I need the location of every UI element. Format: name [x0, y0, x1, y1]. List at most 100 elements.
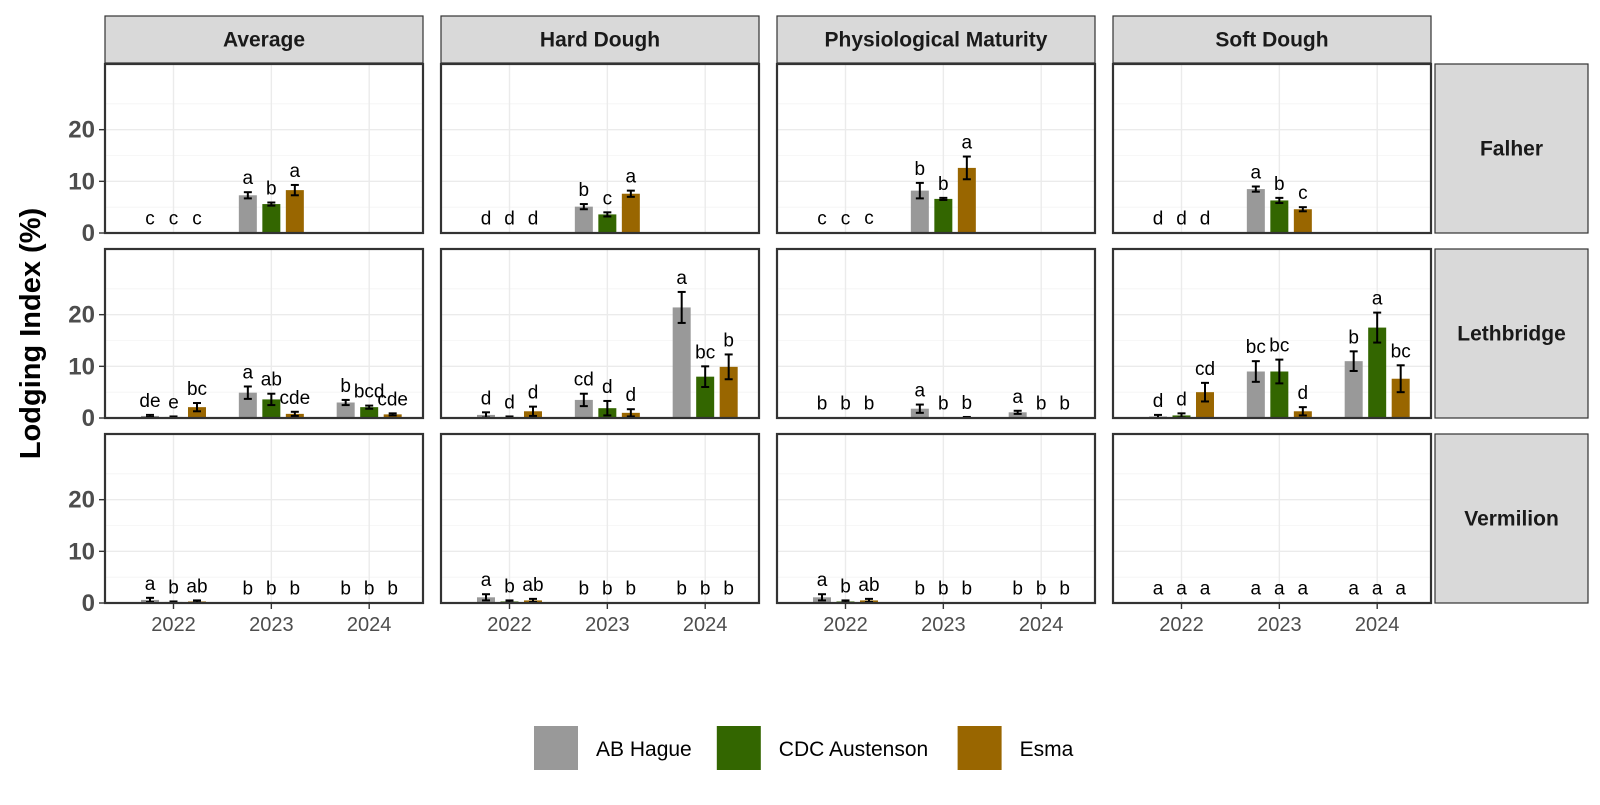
column-strip-label: Average — [223, 29, 305, 52]
significance-label: d — [481, 388, 492, 409]
significance-label: b — [915, 579, 926, 600]
column-strip-1 — [440, 15, 760, 64]
bar — [1391, 378, 1410, 418]
row-strip-0 — [1434, 63, 1589, 234]
significance-label: c — [817, 208, 827, 229]
y-tick-label: 10 — [68, 538, 95, 565]
significance-label: d — [504, 208, 515, 229]
significance-label: b — [387, 579, 398, 600]
significance-label: d — [504, 392, 515, 413]
bar — [574, 399, 593, 418]
significance-label: c — [841, 208, 851, 229]
x-tick-label: 2023 — [585, 614, 630, 636]
significance-label: b — [938, 579, 949, 600]
significance-label: d — [1298, 383, 1309, 404]
bar — [1344, 361, 1363, 418]
y-tick-label: 20 — [68, 302, 95, 329]
significance-label: b — [723, 579, 734, 600]
x-tick-label: 2024 — [683, 614, 728, 636]
bar — [187, 407, 206, 418]
significance-label: b — [962, 579, 973, 600]
bar — [262, 204, 281, 233]
panel-border — [103, 62, 425, 235]
significance-label: d — [602, 377, 613, 398]
significance-label: b — [626, 579, 637, 600]
panel-border — [439, 247, 761, 420]
significance-label: b — [340, 376, 351, 397]
legend-label: Esma — [1020, 738, 1074, 761]
bar — [1270, 371, 1289, 418]
panel-border — [1111, 432, 1433, 605]
row-strip-2 — [1434, 433, 1589, 604]
significance-label: c — [864, 208, 874, 229]
x-tick-label: 2024 — [1355, 614, 1400, 636]
significance-label: a — [481, 570, 492, 591]
significance-label: a — [1153, 579, 1164, 600]
x-tick-label: 2023 — [1257, 614, 1302, 636]
bar — [957, 167, 976, 233]
significance-label: cde — [377, 389, 408, 410]
significance-label: b — [364, 579, 375, 600]
significance-label: a — [817, 570, 828, 591]
significance-label: a — [1274, 579, 1285, 600]
significance-label: bc — [1269, 336, 1289, 357]
panel-falher-1: d d db ca — [439, 62, 761, 235]
panel-border — [103, 432, 425, 605]
significance-label: a — [1348, 579, 1359, 600]
bar — [672, 307, 691, 418]
significance-label: d — [626, 385, 637, 406]
significance-label: bc — [695, 342, 715, 363]
significance-label: d — [1176, 208, 1187, 229]
significance-label: c — [603, 188, 613, 209]
bar — [719, 366, 738, 418]
significance-label: a — [145, 574, 156, 595]
panel-border — [775, 62, 1097, 235]
column-strip-3 — [1112, 15, 1432, 64]
significance-label: ab — [261, 370, 282, 391]
significance-label: b — [579, 180, 590, 201]
bar — [360, 407, 379, 418]
significance-label: c — [169, 208, 179, 229]
significance-label: a — [1372, 579, 1383, 600]
bar — [1246, 189, 1265, 233]
column-strip-label: Soft Dough — [1215, 29, 1328, 52]
bar — [238, 392, 257, 418]
panel-lethbridge-2: b b bab b a b b — [775, 247, 1097, 420]
legend: AB Hague CDC Austenson Esma — [534, 726, 1074, 770]
bar — [1008, 412, 1027, 418]
bar — [574, 206, 593, 233]
y-tick-label: 20 — [68, 117, 95, 144]
bar — [1293, 209, 1312, 233]
significance-label: b — [602, 579, 613, 600]
significance-label: bc — [1246, 337, 1266, 358]
bar — [934, 198, 953, 233]
bar — [1368, 327, 1387, 418]
y-tick-label: 0 — [82, 405, 95, 432]
significance-label: b — [290, 579, 301, 600]
significance-label: a — [626, 167, 637, 188]
significance-label: a — [1298, 579, 1309, 600]
bar — [1270, 200, 1289, 233]
bar — [621, 193, 640, 233]
significance-label: b — [840, 393, 851, 414]
significance-label: bcd — [354, 382, 385, 403]
significance-label: a — [1251, 163, 1262, 184]
significance-label: bc — [1391, 341, 1411, 362]
significance-label: a — [1395, 579, 1406, 600]
x-tick-label: 2022 — [1159, 614, 1204, 636]
bar — [336, 402, 355, 418]
panel-vermilion-0: a b ab b b b b b b — [103, 432, 425, 605]
significance-label: d — [1176, 389, 1187, 410]
bar — [1195, 392, 1214, 418]
significance-label: b — [864, 393, 875, 414]
panel-border — [1111, 62, 1433, 235]
significance-label: b — [168, 577, 179, 598]
x-tick-label: 2022 — [823, 614, 868, 636]
significance-label: b — [938, 393, 949, 414]
row-strip-label: Vermilion — [1464, 508, 1559, 531]
row-strip-label: Falher — [1480, 138, 1543, 161]
significance-label: a — [1200, 579, 1211, 600]
panel-border — [439, 432, 761, 605]
